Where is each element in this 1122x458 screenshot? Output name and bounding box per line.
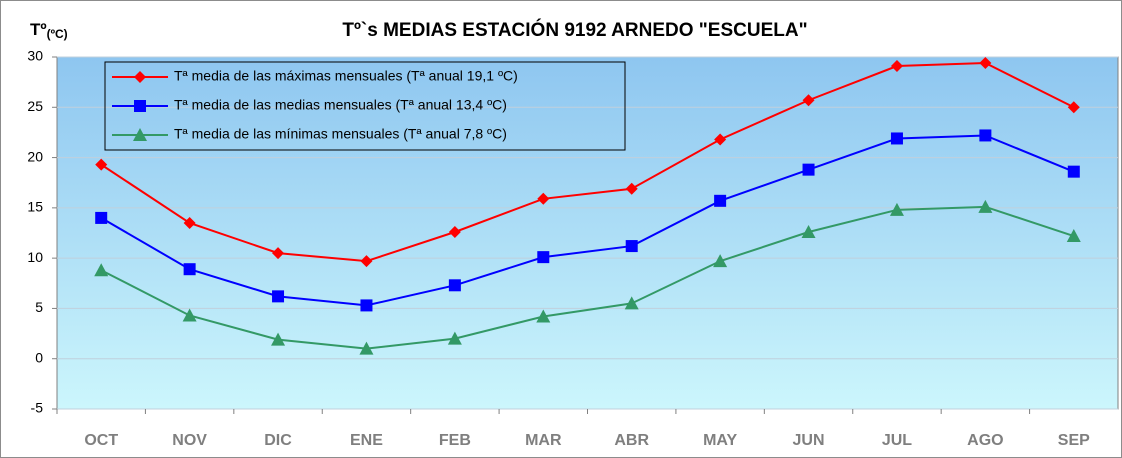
- marker-diamond: [1067, 101, 1080, 114]
- x-tick-label: FEB: [439, 432, 471, 449]
- x-tick-label: OCT: [84, 432, 118, 449]
- x-tick-label: JUL: [882, 432, 912, 449]
- marker-triangle: [624, 296, 639, 310]
- y-axis-label-unit: (ºC): [47, 27, 68, 41]
- marker-square: [183, 263, 196, 276]
- marker-triangle: [182, 308, 197, 322]
- marker-triangle: [713, 254, 728, 268]
- y-tick-label: 15: [27, 199, 43, 215]
- marker-triangle: [889, 202, 904, 216]
- y-tick-label: 30: [27, 48, 43, 64]
- marker-triangle: [133, 128, 147, 141]
- marker-square: [714, 194, 727, 207]
- marker-triangle: [978, 199, 993, 213]
- series-line: [100, 62, 1075, 263]
- marker-diamond: [360, 255, 373, 268]
- y-tick-label: 25: [27, 98, 43, 114]
- marker-square: [134, 100, 146, 112]
- marker-diamond: [890, 60, 903, 73]
- series-line: [100, 134, 1075, 307]
- marker-diamond: [183, 216, 196, 229]
- marker-triangle: [1066, 229, 1081, 243]
- x-tick-label: NOV: [172, 432, 207, 449]
- x-tick-label: JUN: [793, 432, 825, 449]
- y-axis-label-main: Tº: [30, 20, 47, 39]
- legend-label: Tª media de las medias mensuales (Tª anu…: [174, 97, 507, 113]
- marker-square: [890, 132, 903, 145]
- y-tick-label: -5: [31, 400, 44, 416]
- marker-square: [625, 240, 638, 253]
- marker-square: [272, 290, 285, 303]
- marker-diamond: [448, 225, 461, 238]
- x-tick-label: ENE: [350, 432, 383, 449]
- x-tick-label: DIC: [264, 432, 292, 449]
- marker-triangle: [536, 309, 551, 323]
- marker-diamond: [272, 247, 285, 260]
- marker-square: [802, 163, 815, 176]
- y-tick-label: 10: [27, 249, 43, 265]
- marker-square: [448, 279, 461, 292]
- marker-triangle: [447, 331, 462, 345]
- legend-label: Tª media de las mínimas mensuales (Tª an…: [174, 126, 507, 142]
- marker-diamond: [714, 133, 727, 146]
- plot-area: [56, 56, 1119, 410]
- y-axis-label: Tº(ºC): [30, 20, 68, 41]
- x-tick-label: SEP: [1058, 432, 1090, 449]
- x-tick-label: AGO: [967, 432, 1003, 449]
- marker-diamond: [979, 57, 992, 70]
- marker-diamond: [537, 192, 550, 205]
- marker-square: [1067, 165, 1080, 178]
- y-tick-label: 0: [35, 349, 43, 365]
- y-tick-label: 5: [35, 299, 43, 315]
- marker-triangle: [94, 263, 109, 277]
- marker-triangle: [271, 332, 286, 346]
- y-tick-label: 20: [27, 148, 43, 164]
- marker-square: [360, 299, 373, 312]
- marker-diamond: [802, 94, 815, 107]
- series-line: [100, 205, 1075, 350]
- chart-title: Tº`s MEDIAS ESTACIÓN 9192 ARNEDO "ESCUEL…: [342, 19, 807, 41]
- x-tick-label: MAY: [703, 432, 737, 449]
- marker-diamond: [625, 182, 638, 195]
- legend-label: Tª media de las máximas mensuales (Tª an…: [174, 68, 518, 84]
- marker-square: [95, 211, 108, 224]
- marker-square: [537, 251, 550, 264]
- marker-square: [979, 129, 992, 142]
- x-tick-label: ABR: [614, 432, 649, 449]
- marker-triangle: [359, 341, 374, 355]
- marker-triangle: [801, 224, 816, 238]
- legend-box: [104, 61, 626, 151]
- x-tick-label: MAR: [525, 432, 562, 449]
- marker-diamond: [134, 71, 146, 83]
- marker-diamond: [95, 158, 108, 171]
